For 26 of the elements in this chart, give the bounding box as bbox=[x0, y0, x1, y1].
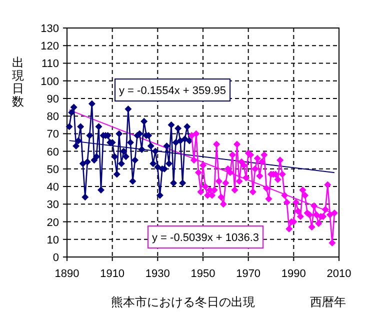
x-axis-title: 西暦年 bbox=[310, 295, 346, 309]
annotation: y = -0.5039x + 1036.3 bbox=[152, 232, 260, 244]
y-tick-label: 80 bbox=[46, 111, 59, 124]
y-tick-label: 100 bbox=[40, 76, 59, 88]
y-tick-label: 60 bbox=[46, 146, 59, 158]
y-axis-title: 出現日数 bbox=[12, 56, 24, 108]
y-tick-label: 20 bbox=[46, 216, 59, 229]
annotation: y = -0.1554x + 359.95 bbox=[119, 85, 226, 97]
y-tick-label: 120 bbox=[40, 40, 59, 53]
x-tick-label: 1950 bbox=[190, 268, 216, 280]
x-tick-label: 1970 bbox=[236, 268, 261, 280]
y-tick-label: 110 bbox=[41, 58, 59, 70]
x-tick-label: 1930 bbox=[145, 268, 170, 280]
y-tick-label: 50 bbox=[46, 164, 59, 176]
x-tick-label: 2010 bbox=[326, 268, 352, 280]
text: 熊本市における冬日の出現 bbox=[111, 295, 255, 309]
y-tick-label: 70 bbox=[46, 128, 59, 141]
x-tick-label: 1890 bbox=[54, 268, 80, 280]
y-tick-label: 0 bbox=[52, 252, 59, 264]
y-tick-label: 40 bbox=[46, 182, 59, 194]
y-tick-label: 130 bbox=[40, 23, 59, 35]
x-tick-label: 1990 bbox=[281, 268, 306, 280]
y-tick-label: 30 bbox=[46, 199, 59, 212]
y-tick-label: 90 bbox=[46, 93, 59, 106]
y-tick-label: 10 bbox=[46, 234, 59, 246]
x-tick-label: 1910 bbox=[100, 268, 125, 280]
